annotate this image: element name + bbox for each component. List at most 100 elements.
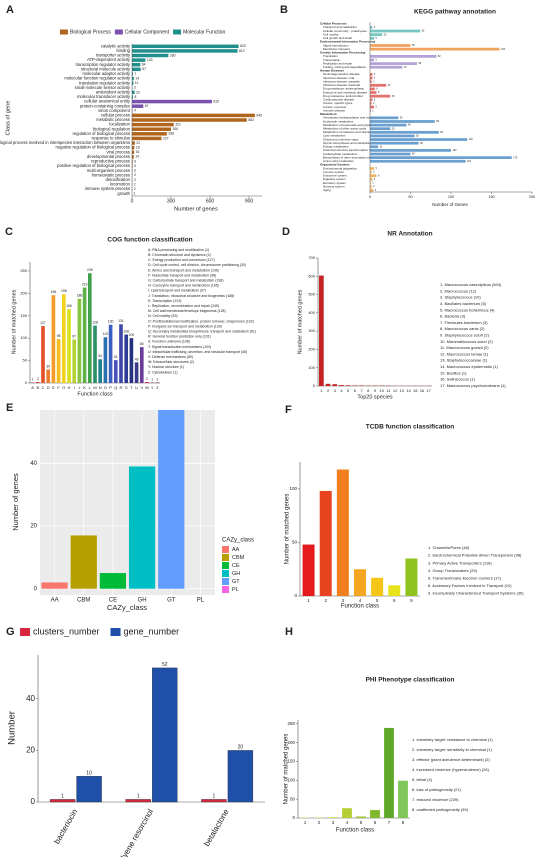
description: 3. Staphylococcus (10) xyxy=(440,295,481,300)
data-label: 280 xyxy=(170,53,176,57)
x-tick-label: 3 xyxy=(334,388,337,393)
category-label: Infectious disease: bacterial xyxy=(323,83,360,87)
category-label: Carbohydrate metabolism xyxy=(323,152,358,156)
data-label: 100 xyxy=(453,149,458,152)
y-tick-label: 250 xyxy=(20,268,27,273)
description: 16. Salinicoccus (1) xyxy=(440,377,476,382)
x-tick-label: 0 xyxy=(369,195,371,199)
y-tick-label: 50 xyxy=(292,540,298,545)
category-label: transcription regulator activity xyxy=(76,62,131,67)
legend-swatch xyxy=(20,628,30,636)
y-tick-label: 150 xyxy=(20,313,27,318)
data-label: 22 xyxy=(136,141,140,145)
x-axis-label: Function class xyxy=(77,391,112,397)
y-tick-label: 100 xyxy=(289,486,297,491)
y-tick-label: 20 xyxy=(30,524,37,530)
bar xyxy=(370,130,439,134)
x-tick-label: U xyxy=(135,385,138,390)
data-label: 11 xyxy=(135,81,139,85)
description: Z: Cytoskeleton (1) xyxy=(148,370,178,374)
x-tick-label: 150 xyxy=(488,195,494,199)
legend-swatch xyxy=(222,578,229,585)
x-tick-label: B xyxy=(36,385,39,390)
category-label: Nucleotide metabolism xyxy=(323,119,354,123)
bar xyxy=(132,109,133,113)
x-tick-label: CBM xyxy=(77,598,90,604)
bar xyxy=(99,573,127,589)
description: 5. lethal (4) xyxy=(412,777,433,782)
bar xyxy=(370,98,373,102)
category-label: multi-organism process xyxy=(87,168,130,173)
data-label: 3 xyxy=(374,98,376,101)
x-tick-label: 4 xyxy=(346,820,349,825)
group-heading: Organismal Systems xyxy=(320,163,350,167)
data-label: 120 xyxy=(469,138,474,141)
description: 4. increased virulence (hypervirulence) … xyxy=(412,767,490,772)
x-tick-label: W xyxy=(145,385,149,390)
category-label: developmental process xyxy=(87,154,130,159)
x-tick-label: 10 xyxy=(379,388,384,393)
data-label: 4 xyxy=(375,189,377,192)
data-label: 100 xyxy=(129,333,135,337)
data-label: 85 xyxy=(440,131,443,134)
y-axis-label: Number of genes xyxy=(11,473,20,531)
category-label: localization xyxy=(109,122,130,127)
data-label: 108 xyxy=(123,329,129,333)
category-label: binding xyxy=(116,48,130,53)
data-label: 30 xyxy=(46,364,50,368)
category-label: Transport and catabolism xyxy=(323,25,357,29)
x-tick-label: H xyxy=(68,385,71,390)
y-tick-label: 100 xyxy=(20,335,27,340)
data-label: 53 xyxy=(98,354,102,358)
bar xyxy=(332,384,338,386)
description: O: Posttranslational modification, prote… xyxy=(148,319,254,323)
description: 5. Transmembrane Electron Carriers (17) xyxy=(428,575,502,580)
panel-letter: A xyxy=(6,4,14,16)
bar xyxy=(139,347,144,383)
bar xyxy=(370,102,372,105)
category-label: Nervous system xyxy=(323,184,345,188)
x-axis-label: Top20 species xyxy=(357,394,392,400)
data-label: 6 xyxy=(376,88,378,91)
x-tick-label: 300 xyxy=(167,198,176,204)
x-tick-label: 9 xyxy=(374,388,377,393)
y-tick-label: 200 xyxy=(287,740,295,745)
data-label: 198 xyxy=(61,289,67,293)
data-label: 8 xyxy=(378,174,380,177)
description: T: Signal transduction mechanisms (100) xyxy=(148,345,211,349)
category-label: structural molecule activity xyxy=(81,66,131,71)
bar xyxy=(77,298,82,383)
bar xyxy=(370,76,373,80)
legend-swatch xyxy=(222,586,229,593)
panel-letter: D xyxy=(282,226,290,238)
data-label: 20 xyxy=(388,84,391,87)
data-label: 130 xyxy=(108,320,114,324)
bar xyxy=(356,816,366,818)
category-label: virion component xyxy=(98,108,131,113)
y-tick-label: 50 xyxy=(290,796,296,801)
x-tick-label: 50 xyxy=(408,195,412,199)
data-label: 20 xyxy=(136,90,140,94)
x-tick-label: 1 xyxy=(320,388,323,393)
bar xyxy=(325,383,331,386)
chart-title: KEGG pathway annotation xyxy=(414,9,496,16)
description: 5. Macrococcus bohemicus (4) xyxy=(440,307,495,312)
bar xyxy=(49,799,76,803)
bar xyxy=(82,287,87,383)
y-tick-label: 150 xyxy=(287,759,295,764)
data-label: 14 xyxy=(135,76,139,80)
data-label: 3 xyxy=(134,173,136,177)
description: M: Cell wall/membrane/envelope biogenesi… xyxy=(148,309,226,313)
description: W: Extracellular structures (2) xyxy=(148,360,194,364)
bar xyxy=(35,382,40,383)
bar xyxy=(129,338,134,383)
data-label: 18 xyxy=(136,146,140,150)
category-label: Glycan biosynthesis and metabolism xyxy=(323,141,372,145)
description: N: Cell motility (53) xyxy=(148,314,178,318)
bar xyxy=(370,149,451,152)
data-label: 227 xyxy=(163,136,169,140)
bar xyxy=(132,72,133,76)
x-tick-label: PL xyxy=(197,598,205,604)
bar xyxy=(70,535,97,589)
